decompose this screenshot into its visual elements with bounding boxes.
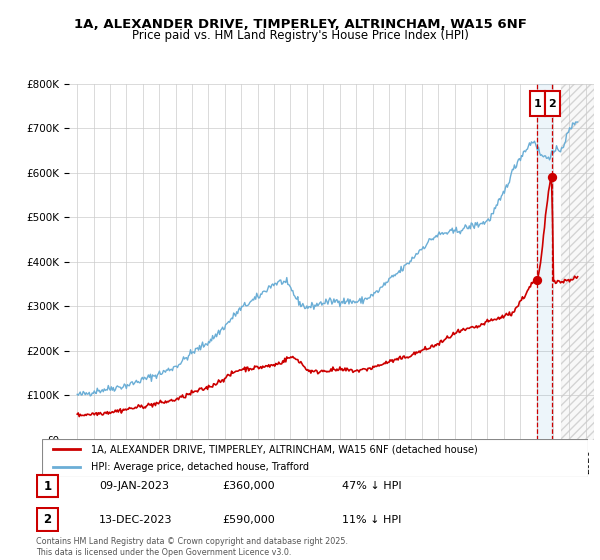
- Point: [532, 275, 542, 284]
- Text: 13-DEC-2023: 13-DEC-2023: [99, 515, 173, 525]
- Point: [547, 173, 557, 182]
- Bar: [561, 84, 594, 440]
- Text: £590,000: £590,000: [222, 515, 275, 525]
- Text: 47% ↓ HPI: 47% ↓ HPI: [342, 481, 401, 491]
- Text: 2: 2: [548, 99, 556, 109]
- Text: Price paid vs. HM Land Registry's House Price Index (HPI): Price paid vs. HM Land Registry's House …: [131, 29, 469, 42]
- Text: £360,000: £360,000: [222, 481, 275, 491]
- Text: 1A, ALEXANDER DRIVE, TIMPERLEY, ALTRINCHAM, WA15 6NF: 1A, ALEXANDER DRIVE, TIMPERLEY, ALTRINCH…: [74, 18, 526, 31]
- Text: 11% ↓ HPI: 11% ↓ HPI: [342, 515, 401, 525]
- Text: Contains HM Land Registry data © Crown copyright and database right 2025.
This d: Contains HM Land Registry data © Crown c…: [36, 537, 348, 557]
- Text: 1: 1: [533, 99, 541, 109]
- Bar: [537, 84, 552, 440]
- Text: 1: 1: [43, 479, 52, 493]
- Bar: [530, 91, 545, 116]
- Text: 2: 2: [43, 513, 52, 526]
- Text: 09-JAN-2023: 09-JAN-2023: [99, 481, 169, 491]
- Bar: [561, 84, 594, 440]
- Text: HPI: Average price, detached house, Trafford: HPI: Average price, detached house, Traf…: [91, 462, 309, 472]
- Bar: [545, 91, 560, 116]
- Text: 1A, ALEXANDER DRIVE, TIMPERLEY, ALTRINCHAM, WA15 6NF (detached house): 1A, ALEXANDER DRIVE, TIMPERLEY, ALTRINCH…: [91, 444, 478, 454]
